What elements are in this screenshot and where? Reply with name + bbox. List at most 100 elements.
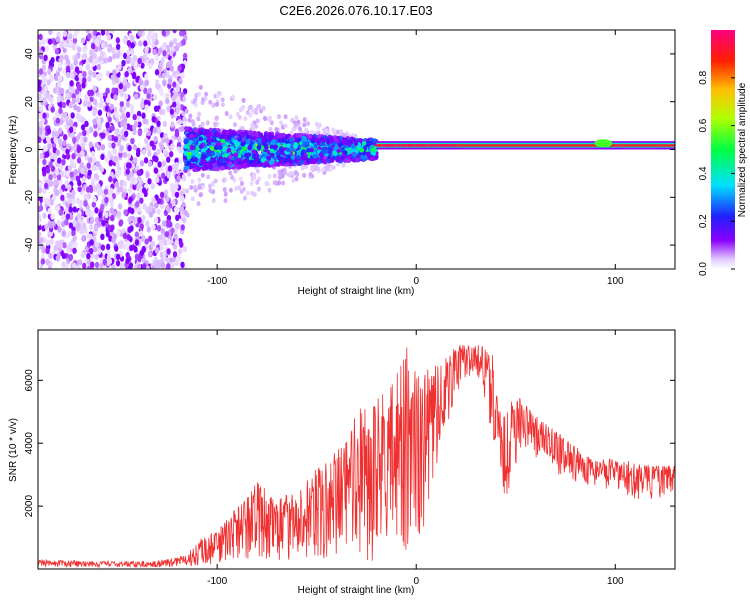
heatmap-cell xyxy=(88,69,93,77)
heatmap-cell xyxy=(74,88,80,95)
heatmap-cell xyxy=(65,213,71,220)
heatmap-cell xyxy=(275,150,281,156)
heatmap-cell xyxy=(198,192,203,198)
heatmap-cell xyxy=(165,97,170,105)
heatmap-cell xyxy=(95,73,101,81)
heatmap-cell xyxy=(64,207,69,214)
heatmap-cell xyxy=(103,188,109,195)
heatmap-cell xyxy=(267,173,272,179)
heatmap-cell xyxy=(102,265,107,269)
heatmap-cell xyxy=(100,42,106,49)
heatmap-cell xyxy=(54,189,60,196)
heatmap-cell xyxy=(222,177,227,183)
heatmap-cell xyxy=(442,144,447,147)
heatmap-cell xyxy=(65,153,71,160)
heatmap-cell xyxy=(249,181,254,187)
heatmap-cell xyxy=(209,146,215,151)
heatmap-cell xyxy=(319,141,325,147)
heatmap-cell xyxy=(130,35,135,42)
heatmap-cell xyxy=(100,203,105,210)
heatmap-cell xyxy=(122,37,128,44)
heatmap-cell xyxy=(223,191,228,197)
heatmap-cell xyxy=(54,48,60,55)
heatmap-cell xyxy=(278,120,283,126)
heatmap-cell xyxy=(180,72,185,79)
heatmap-cell xyxy=(68,101,74,109)
heatmap-cell xyxy=(187,117,192,123)
heatmap-cell xyxy=(164,150,169,158)
heatmap-cell xyxy=(154,202,159,209)
heatmap-cell xyxy=(232,122,237,128)
heatmap-cell xyxy=(127,187,133,194)
heatmap-cell xyxy=(200,185,205,191)
heatmap-cell xyxy=(119,144,125,152)
heatmap-cell xyxy=(94,216,100,224)
heatmap-cell xyxy=(289,130,294,136)
heatmap-cell xyxy=(170,143,175,150)
heatmap-cell xyxy=(157,234,162,241)
heatmap-cell xyxy=(210,181,215,187)
heatmap-cell xyxy=(248,159,254,165)
heatmap-cell xyxy=(268,160,274,165)
heatmap-cell xyxy=(281,180,286,186)
heatmap-cell xyxy=(139,160,145,167)
heatmap-cell xyxy=(72,37,78,44)
heatmap-cell xyxy=(151,116,156,123)
heatmap-cell xyxy=(204,91,209,97)
heatmap-cell xyxy=(188,128,193,133)
heatmap-cell xyxy=(45,92,50,99)
heatmap-cell xyxy=(38,93,43,101)
heatmap-cell xyxy=(398,144,402,147)
heatmap-cell xyxy=(144,47,149,54)
heatmap-cell xyxy=(166,248,171,255)
heatmap-cell xyxy=(69,72,75,79)
heatmap-cell xyxy=(261,105,266,111)
heatmap-cell xyxy=(101,132,106,139)
heatmap-cell xyxy=(92,195,97,203)
heatmap-cell xyxy=(38,157,41,165)
heatmap-cell xyxy=(84,120,89,128)
heatmap-cell xyxy=(45,258,50,266)
heatmap-cell xyxy=(161,220,167,227)
heatmap-cell xyxy=(115,52,121,59)
heatmap-cell xyxy=(180,63,186,70)
heatmap-cell xyxy=(136,192,141,200)
heatmap-cell xyxy=(347,139,352,144)
heatmap-cell xyxy=(146,34,151,41)
heatmap-cell xyxy=(47,38,53,45)
heatmap-cell xyxy=(181,111,186,117)
heatmap-cell xyxy=(73,169,79,176)
heatmap-cell xyxy=(158,100,163,107)
heatmap-cell xyxy=(38,230,41,238)
heatmap-cell xyxy=(57,75,63,82)
heatmap-cell xyxy=(66,143,71,150)
heatmap-cell xyxy=(110,30,115,34)
heatmap-cell xyxy=(89,217,95,225)
spectrogram-ylabel: Frequency (Hz) xyxy=(8,116,19,185)
heatmap-cell xyxy=(115,230,121,237)
heatmap-cell xyxy=(185,188,190,194)
heatmap-cell xyxy=(134,231,140,238)
heatmap-cell xyxy=(221,162,227,167)
heatmap-cell xyxy=(136,115,141,123)
heatmap-cell xyxy=(122,85,128,92)
heatmap-cell xyxy=(267,187,272,193)
heatmap-cell xyxy=(170,262,175,269)
heatmap-cell xyxy=(82,46,87,53)
heatmap-cell xyxy=(224,111,229,117)
heatmap-cell xyxy=(162,50,167,57)
heatmap-cell xyxy=(89,261,95,268)
snr-frame xyxy=(37,329,676,570)
heatmap-cell xyxy=(132,124,137,131)
heatmap-cell xyxy=(220,138,226,144)
heatmap-cell xyxy=(165,257,171,264)
heatmap-cell xyxy=(262,142,268,147)
heatmap-cell xyxy=(281,138,286,143)
heatmap-cell xyxy=(179,195,185,202)
heatmap-cell xyxy=(119,89,125,97)
heatmap-cell xyxy=(55,117,61,124)
heatmap-cell xyxy=(68,206,73,213)
heatmap-cell xyxy=(388,144,392,147)
heatmap-cell xyxy=(65,148,70,155)
